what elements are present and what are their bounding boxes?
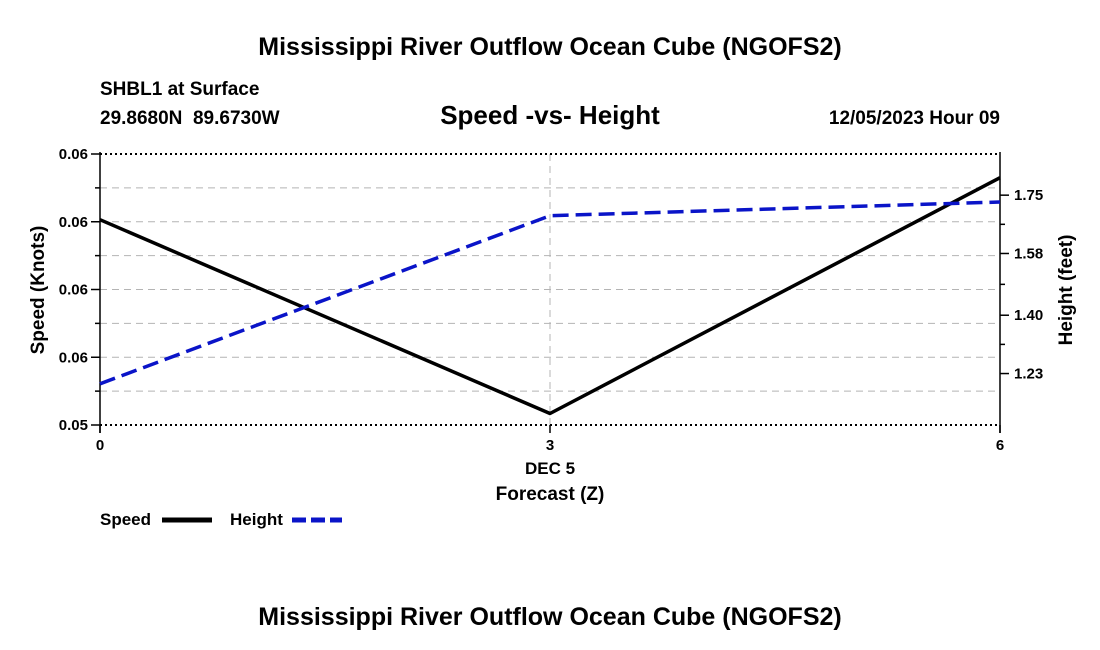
- grid-layer: [100, 154, 1000, 425]
- axis-layer: [91, 152, 1009, 433]
- y-axis-left-label: Speed (Knots): [28, 226, 49, 355]
- coordinates-label: 29.8680N 89.6730W: [100, 108, 280, 129]
- series-line-speed: [99, 176, 1001, 416]
- y-left-tick-label: 0.05: [59, 417, 88, 434]
- series-layer: [99, 176, 1001, 416]
- y-axis-right-label: Height (feet): [1056, 235, 1077, 346]
- y-left-tick-label: 0.06: [59, 214, 88, 231]
- station-label: SHBL1 at Surface: [100, 79, 259, 100]
- x-tick-label: 0: [96, 437, 104, 454]
- x-tick-label: 6: [996, 437, 1004, 454]
- y-right-tick-label: 1.75: [1014, 187, 1043, 204]
- datetime-label: 12/05/2023 Hour 09: [829, 108, 1000, 129]
- y-left-tick-label: 0.06: [59, 349, 88, 366]
- legend: Speed Height: [100, 510, 342, 529]
- x-axis-label: Forecast (Z): [496, 484, 605, 505]
- y-right-tick-label: 1.23: [1014, 366, 1043, 383]
- x-tick-label: 3: [546, 437, 554, 454]
- y-left-tick-label: 0.06: [59, 146, 88, 163]
- legend-speed-label: Speed: [100, 510, 151, 529]
- main-title: Mississippi River Outflow Ocean Cube (NG…: [258, 33, 841, 61]
- legend-height-label: Height: [230, 510, 283, 529]
- chart-title: Speed -vs- Height: [440, 100, 660, 130]
- y-right-tick-label: 1.40: [1014, 307, 1043, 324]
- footer-title: Mississippi River Outflow Ocean Cube (NG…: [258, 603, 841, 631]
- y-left-tick-label: 0.06: [59, 282, 88, 299]
- y-right-tick-label: 1.58: [1014, 245, 1043, 262]
- label-layer: 0.05 0.06 0.06 0.06 0.06 1.23 1.40 1.58 1.75 0 3 6: [59, 146, 1043, 454]
- x-axis-sublabel: DEC 5: [525, 459, 575, 478]
